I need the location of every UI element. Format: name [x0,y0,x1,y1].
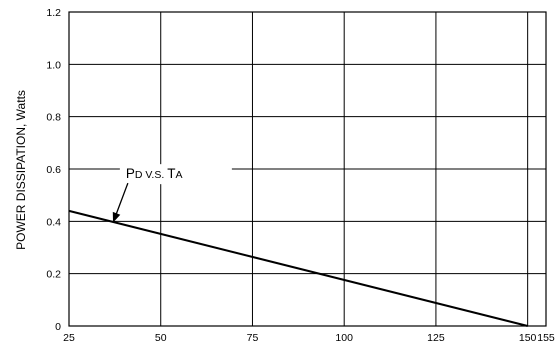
annotation-part: V.S. [142,169,167,181]
plot-frame [68,11,547,327]
y-axis-label: POWER DISSIPATION, Watts [14,90,28,250]
y-tick-label: 0.2 [46,269,61,281]
annotation-layer: PD V.S. TA [112,164,232,223]
annotation-arrowhead [112,211,121,223]
x-tick-label: 50 [155,332,167,344]
y-tick-label: 0.4 [46,216,61,228]
annotation-part: P [126,166,135,181]
annotation-label: PD V.S. TA [126,166,183,181]
x-tick-label: 25 [63,332,75,344]
y-tick-label: 0.6 [46,164,61,176]
x-tick-label: 155 [537,332,555,344]
y-tick-label: 1.0 [46,59,61,71]
annotation-part: A [175,169,182,181]
annotation-part: D [135,169,143,181]
y-tick-label: 0 [55,321,61,333]
x-tick-label: 100 [335,332,353,344]
y-tick-label: 0.8 [46,112,61,124]
y-tick-label: 1.2 [46,7,61,19]
x-tick-label: 75 [247,332,259,344]
series-layer [68,209,528,327]
series-line [68,209,528,327]
annotation-part: T [167,166,175,181]
tick-labels: 25 50 75 100 125 150 155 0 0.2 0.4 0.6 0.8 1.0 1.2 [46,7,555,344]
x-tick-label: 150 [519,332,537,344]
annotation-background [119,164,232,185]
x-tick-label: 125 [427,332,445,344]
